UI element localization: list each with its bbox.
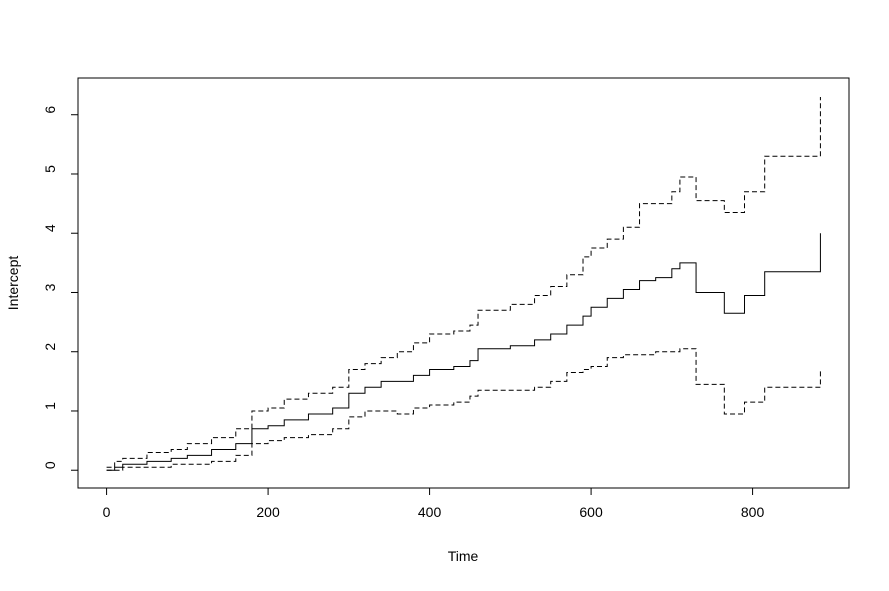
plot-box (77, 77, 850, 489)
x-tick-label: 200 (256, 504, 280, 520)
y-tick-label: 3 (42, 283, 58, 291)
x-tick-label: 400 (418, 504, 442, 520)
estimate-line (106, 233, 821, 471)
y-tick-label: 5 (42, 165, 58, 173)
x-tick-label: 0 (103, 504, 111, 520)
x-axis-label: Time (448, 548, 479, 564)
y-tick-label: 4 (42, 224, 58, 232)
y-tick-label: 1 (42, 402, 58, 410)
confidence-band (106, 96, 821, 468)
x-tick-label: 600 (579, 504, 603, 520)
y-tick-label: 6 (42, 106, 58, 114)
y-tick-label: 0 (42, 461, 58, 469)
confidence-band (106, 348, 821, 471)
y-axis-label: Intercept (5, 256, 21, 311)
x-tick-label: 800 (741, 504, 765, 520)
y-tick-label: 2 (42, 343, 58, 351)
